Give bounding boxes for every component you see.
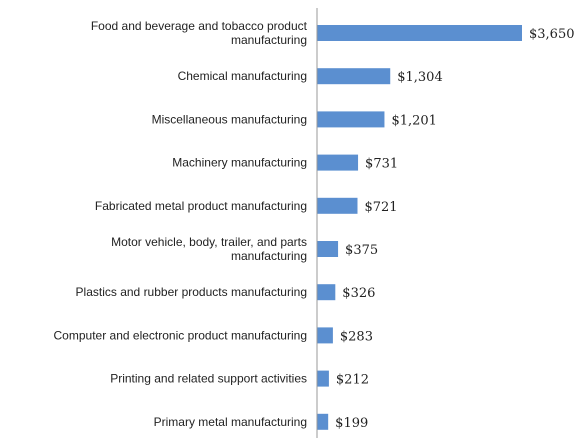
category-label-line: Plastics and rubber products manufacturi… xyxy=(76,285,307,299)
category-label: Printing and related support activities xyxy=(110,372,307,386)
category-label: Motor vehicle, body, trailer, and parts m… xyxy=(111,235,307,263)
bar xyxy=(317,241,339,257)
category-labels: Food and beverage and tobacco product man… xyxy=(54,19,308,429)
category-label-line: Miscellaneous manufacturing xyxy=(152,112,307,126)
category-label: Miscellaneous manufacturing xyxy=(152,112,307,126)
category-label: Computer and electronic product manufact… xyxy=(54,328,307,342)
value-label: $326 xyxy=(342,286,375,301)
category-label: Machinery manufacturing xyxy=(172,156,307,170)
value-label: $199 xyxy=(335,416,368,431)
bar xyxy=(317,370,329,387)
bar xyxy=(317,197,358,214)
bar xyxy=(317,413,329,430)
value-label: $375 xyxy=(345,243,378,258)
category-label-line: Motor vehicle, body, trailer, and parts xyxy=(111,235,307,249)
value-labels: $3,650 $1,304 $1,201 $731 $721 $375 $326 $283 $2… xyxy=(335,27,574,431)
category-label-line: Printing and related support activities xyxy=(110,372,307,386)
category-label-line: manufacturing xyxy=(231,33,307,47)
value-label: $731 xyxy=(365,157,398,172)
value-label: $283 xyxy=(340,329,373,344)
category-label: Food and beverage and tobacco product man… xyxy=(91,19,308,47)
bar xyxy=(317,111,385,128)
value-label: $721 xyxy=(364,200,397,215)
category-label: Primary metal manufacturing xyxy=(154,415,307,429)
category-label: Chemical manufacturing xyxy=(178,69,307,83)
category-label-line: Primary metal manufacturing xyxy=(154,415,307,429)
category-label-line: Food and beverage and tobacco product xyxy=(91,19,308,33)
value-label: $212 xyxy=(336,373,369,388)
value-label: $3,650 xyxy=(529,27,575,42)
category-label-line: Computer and electronic product manufact… xyxy=(54,328,307,342)
category-label: Fabricated metal product manufacturing xyxy=(95,199,307,213)
category-label-line: Machinery manufacturing xyxy=(172,156,307,170)
category-label-line: Chemical manufacturing xyxy=(178,69,307,83)
bar xyxy=(317,68,391,85)
bars xyxy=(317,25,522,430)
bar xyxy=(317,284,336,301)
bar xyxy=(317,327,333,344)
category-label-line: manufacturing xyxy=(231,249,307,263)
bar xyxy=(317,25,522,41)
value-label: $1,201 xyxy=(391,113,437,128)
category-label-line: Fabricated metal product manufacturing xyxy=(95,199,307,213)
category-label: Plastics and rubber products manufacturi… xyxy=(76,285,307,299)
bar xyxy=(317,154,359,171)
value-label: $1,304 xyxy=(397,70,443,85)
